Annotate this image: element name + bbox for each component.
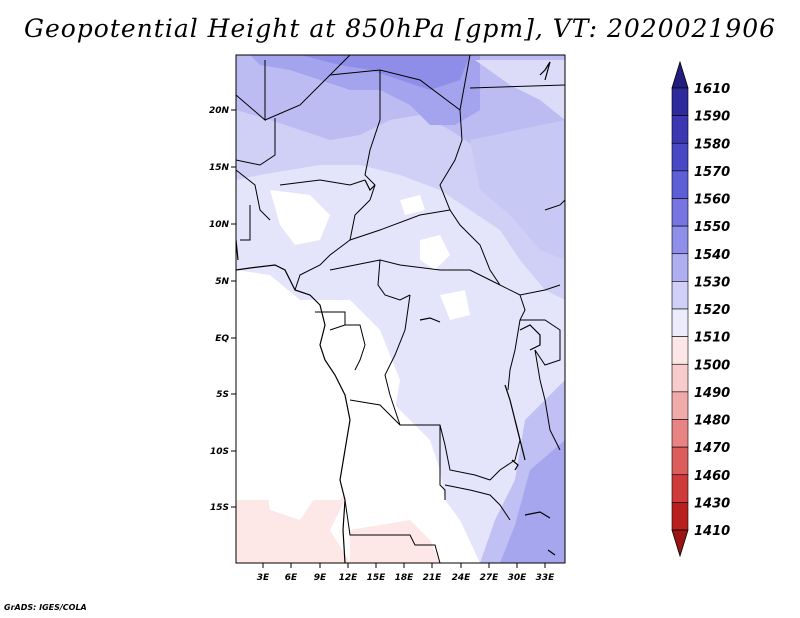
colorbar-cell — [671, 253, 689, 282]
coastlines — [236, 61, 556, 563]
lat-label: EQ — [215, 334, 229, 344]
lon-label: 18E — [395, 573, 415, 583]
colorbar-bottom-arrow — [671, 529, 689, 558]
lon-label: 12E — [339, 573, 359, 583]
colorbar-label: 1500 — [694, 358, 730, 373]
map-frame — [235, 54, 566, 564]
lat-label: 10N — [209, 220, 230, 230]
colorbar-cell — [671, 446, 689, 476]
grads-credit: GrADS: IGES/COLA — [4, 603, 87, 612]
colorbar-cell — [671, 198, 689, 227]
lon-label: 33E — [536, 573, 556, 583]
colorbar-cell — [671, 419, 689, 448]
colorbar-label: 1470 — [694, 441, 730, 456]
lat-label: 5S — [216, 390, 229, 400]
lon-label: 3E — [257, 573, 270, 583]
lon-label: 6E — [285, 573, 298, 583]
colorbar-label: 1570 — [694, 165, 730, 180]
colorbar-label: 1560 — [694, 193, 730, 208]
colorbar-label: 1490 — [694, 386, 730, 401]
map-title: Geopotential Height at 850hPa [gpm], VT:… — [23, 14, 777, 43]
colorbar-cell — [671, 281, 689, 310]
colorbar-label: 1550 — [694, 220, 730, 235]
lat-label: 20N — [209, 106, 230, 116]
colorbar-label: 1480 — [694, 414, 730, 429]
colorbar-label: 1430 — [694, 496, 730, 511]
colorbar-cell — [671, 225, 689, 255]
colorbar: 1610 1590 1580 1570 1560 1550 1540 1530 1520 1510… — [671, 60, 730, 558]
colorbar-cell — [671, 474, 689, 503]
lat-label: 15N — [209, 163, 230, 173]
colorbar-label: 1410 — [694, 524, 730, 539]
colorbar-cell — [671, 363, 689, 393]
lon-label: 27E — [480, 573, 500, 583]
colorbar-cell — [671, 87, 689, 116]
lat-label: 10S — [210, 447, 229, 457]
colorbar-label: 1580 — [694, 137, 730, 152]
colorbar-top-arrow — [671, 60, 689, 89]
lon-label: 30E — [508, 573, 528, 583]
colorbar-cell — [671, 336, 689, 365]
colorbar-cell — [671, 308, 689, 337]
lat-label: 15S — [210, 503, 229, 513]
colorbar-label: 1540 — [694, 248, 730, 263]
colorbar-label: 1610 — [694, 82, 730, 97]
lon-label: 9E — [314, 573, 327, 583]
country-borders — [236, 55, 565, 563]
colorbar-cell — [671, 170, 689, 199]
colorbar-label: 1590 — [694, 110, 730, 125]
colorbar-label: 1460 — [694, 469, 730, 484]
lat-axis: 20N 15N 10N 5N EQ 5S 10S 15S — [209, 106, 236, 513]
colorbar-label: 1520 — [694, 303, 730, 318]
lon-label: 15E — [367, 573, 387, 583]
colorbar-cell — [671, 115, 689, 144]
colorbar-cell — [671, 142, 689, 172]
lon-axis: 3E 6E 9E 12E 15E 18E 21E 24E 27E 30E 33E — [257, 563, 555, 583]
colorbar-cell — [671, 502, 689, 531]
lon-label: 21E — [423, 573, 443, 583]
colorbar-label: 1530 — [694, 275, 730, 290]
colorbar-cell — [671, 391, 689, 420]
height-field — [236, 55, 565, 563]
lat-label: 5N — [215, 277, 229, 287]
colorbar-label: 1510 — [694, 331, 730, 346]
lon-label: 24E — [452, 573, 472, 583]
